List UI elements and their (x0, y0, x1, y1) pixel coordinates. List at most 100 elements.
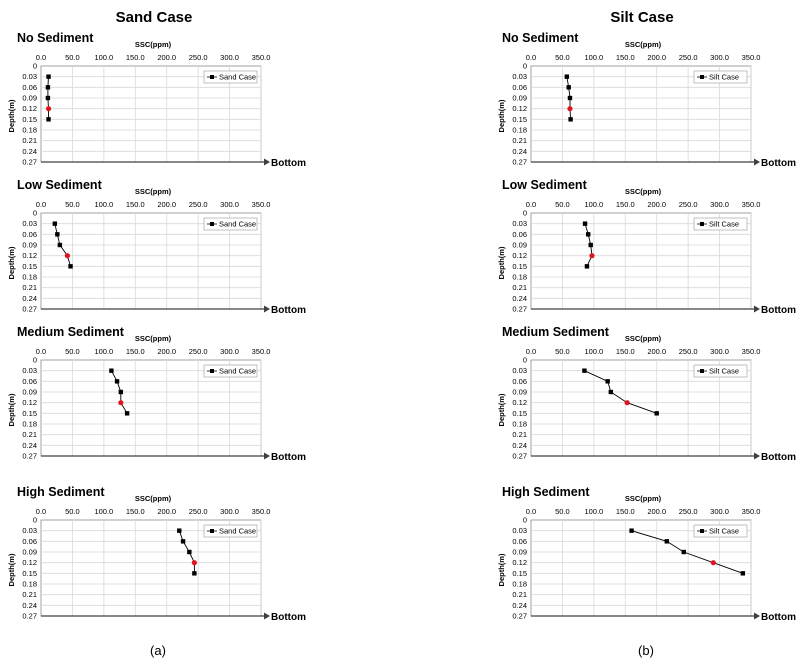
data-point (46, 117, 51, 122)
x-axis-label: SSC(ppm) (625, 40, 662, 49)
legend-marker (700, 222, 704, 226)
y-tick-label: 0.06 (22, 377, 37, 386)
y-tick-label: 0.27 (512, 305, 527, 314)
y-tick-label: 0.03 (512, 526, 527, 535)
data-point (192, 571, 197, 576)
x-tick-label: 150.0 (126, 200, 145, 209)
y-tick-label: 0.18 (512, 273, 527, 282)
data-point-highlight (710, 560, 716, 566)
legend-marker (700, 369, 704, 373)
x-tick-label: 50.0 (555, 347, 570, 356)
x-tick-label: 350.0 (252, 200, 271, 209)
y-tick-label: 0.27 (512, 158, 527, 167)
y-tick-label: 0.12 (22, 558, 37, 567)
y-tick-label: 0.15 (22, 115, 37, 124)
bottom-label: Bottom (271, 305, 306, 316)
y-tick-label: 0.03 (512, 366, 527, 375)
panel-title: Low Sediment (502, 178, 588, 192)
x-tick-label: 150.0 (616, 200, 635, 209)
y-tick-label: 0.15 (22, 409, 37, 418)
x-tick-label: 350.0 (742, 53, 761, 62)
column-title-sand: Sand Case (116, 9, 193, 26)
x-tick-label: 0.0 (36, 53, 46, 62)
legend-marker (210, 369, 214, 373)
x-tick-label: 150.0 (616, 53, 635, 62)
legend-label: Silt Case (709, 73, 739, 82)
x-tick-label: 200.0 (157, 53, 176, 62)
x-tick-label: 200.0 (157, 200, 176, 209)
legend-label: Silt Case (709, 527, 739, 536)
y-tick-label: 0.18 (512, 580, 527, 589)
data-point (68, 264, 73, 269)
y-axis-label: Depth(m) (497, 393, 506, 426)
chart-panel: High Sediment SSC(ppm) 0.0 50.0 100.0 150.0 20… (7, 485, 306, 623)
x-tick-label: 250.0 (679, 53, 698, 62)
x-tick-label: 100.0 (94, 347, 113, 356)
y-tick-label: 0 (33, 62, 37, 71)
y-tick-label: 0 (523, 516, 527, 525)
bottom-label: Bottom (761, 158, 796, 169)
x-axis-label: SSC(ppm) (625, 187, 662, 196)
y-tick-label: 0.12 (22, 251, 37, 260)
data-point (566, 85, 571, 90)
data-point (177, 528, 182, 533)
data-point (55, 232, 60, 237)
x-tick-label: 150.0 (126, 347, 145, 356)
y-tick-label: 0.09 (512, 388, 527, 397)
y-tick-label: 0.15 (22, 262, 37, 271)
y-tick-label: 0.03 (22, 219, 37, 228)
sublabel-b: (b) (638, 643, 654, 658)
data-point-highlight (624, 400, 630, 406)
legend-box (203, 364, 258, 378)
y-tick-label: 0.15 (512, 262, 527, 271)
data-point (608, 389, 614, 395)
data-point (57, 242, 63, 248)
y-tick-label: 0 (33, 209, 37, 218)
data-point (681, 549, 686, 555)
y-tick-label: 0.24 (512, 147, 527, 156)
x-tick-label: 150.0 (126, 53, 145, 62)
y-tick-label: 0 (33, 516, 37, 525)
panel-title: No Sediment (17, 31, 94, 45)
data-point (567, 95, 573, 101)
data-point (664, 539, 669, 544)
data-point (582, 221, 588, 226)
panel-title: No Sediment (502, 31, 579, 45)
x-tick-label: 350.0 (252, 347, 271, 356)
legend-box (693, 364, 748, 378)
chart-panel: Medium Sediment SSC(ppm) 0.0 50.0 100.0 150.0… (497, 325, 796, 463)
data-point-highlight (45, 106, 52, 112)
x-tick-label: 350.0 (742, 200, 761, 209)
y-axis-label: Depth(m) (497, 553, 506, 586)
y-tick-label: 0.09 (512, 241, 527, 250)
x-tick-label: 300.0 (220, 200, 239, 209)
x-tick-label: 300.0 (710, 53, 729, 62)
y-tick-label: 0.12 (512, 398, 527, 407)
legend-label: Sand Case (219, 527, 256, 536)
data-point-highlight (191, 560, 197, 566)
y-tick-label: 0.12 (512, 251, 527, 260)
y-tick-label: 0.21 (22, 136, 37, 145)
data-point (564, 74, 570, 79)
y-tick-label: 0.15 (512, 115, 527, 124)
y-tick-label: 0.18 (22, 420, 37, 429)
y-tick-label: 0.21 (22, 430, 37, 439)
data-point (45, 95, 51, 101)
y-tick-label: 0.03 (22, 72, 37, 81)
x-tick-label: 150.0 (126, 507, 145, 516)
data-point (568, 117, 573, 122)
data-point (654, 411, 659, 416)
y-tick-label: 0.24 (512, 294, 527, 303)
x-tick-label: 50.0 (65, 507, 80, 516)
sublabel-a: (a) (150, 643, 166, 658)
x-tick-label: 50.0 (65, 53, 80, 62)
y-tick-label: 0.09 (512, 94, 527, 103)
x-tick-label: 0.0 (526, 347, 536, 356)
bottom-arrow-head (754, 612, 760, 620)
y-tick-label: 0.06 (512, 377, 527, 386)
data-point-highlight (567, 106, 573, 112)
legend-box (693, 70, 748, 84)
y-tick-label: 0.27 (22, 158, 37, 167)
legend-label: Sand Case (219, 73, 256, 82)
